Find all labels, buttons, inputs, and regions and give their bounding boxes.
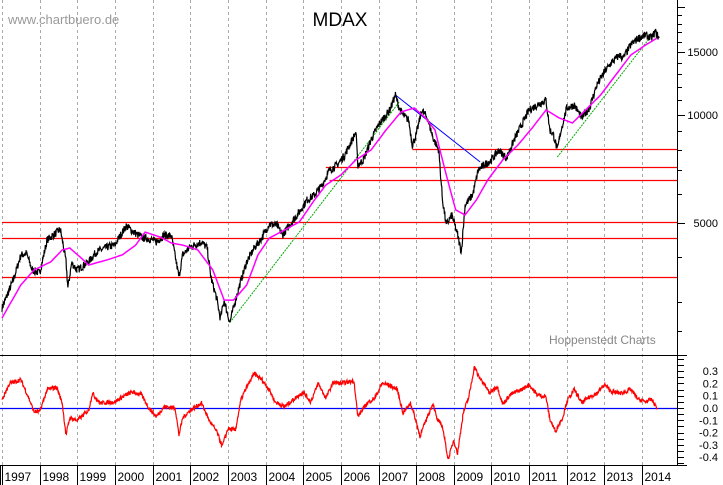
x-tick-label: 2008 <box>419 470 446 484</box>
x-tick-label: 2013 <box>607 470 634 484</box>
uptrend-trendline <box>556 37 650 158</box>
x-tick-label: 2004 <box>269 470 296 484</box>
x-tick-label: 2003 <box>231 470 258 484</box>
osc-tick-label: -0.4 <box>699 452 718 464</box>
osc-tick-label: 0.3 <box>703 366 718 378</box>
source-label: Hoppenstedt Charts <box>549 333 656 347</box>
chart-title: MDAX <box>313 10 368 31</box>
x-tick-label: 1999 <box>80 470 107 484</box>
moving-average-line <box>1 37 658 319</box>
x-tick-label: 2005 <box>306 470 333 484</box>
x-tick-label: 2002 <box>193 470 220 484</box>
year-grid <box>2 0 643 465</box>
x-tick-label: 2011 <box>532 470 558 484</box>
x-tick-label: 1998 <box>43 470 70 484</box>
osc-tick-label: -0.1 <box>699 415 718 427</box>
x-tick-label: 2009 <box>457 470 484 484</box>
x-tick-label: 2010 <box>494 470 521 484</box>
x-tick-label: 2006 <box>344 470 371 484</box>
osc-tick-label: 0.2 <box>703 378 718 390</box>
osc-tick-label: 0.0 <box>703 403 718 415</box>
x-tick-label: 2012 <box>570 470 597 484</box>
oscillator-line <box>1 365 658 460</box>
x-tick-label: 2001 <box>156 470 183 484</box>
y-tick-label: 10000 <box>687 110 718 122</box>
x-tick-label: 2007 <box>382 470 409 484</box>
support-resistance-lines <box>2 148 677 279</box>
y-tick-label: 5000 <box>694 218 718 230</box>
x-tick-label: 2000 <box>118 470 145 484</box>
watermark: www.chartbuero.de <box>7 12 119 27</box>
price-line <box>1 28 660 323</box>
series-layer <box>0 28 677 460</box>
downtrend-trendline <box>395 94 481 163</box>
x-tick-label: 1997 <box>5 470 32 484</box>
y-tick-label: 15000 <box>687 47 718 59</box>
osc-tick-label: -0.3 <box>699 440 718 452</box>
osc-tick-label: -0.2 <box>699 428 718 440</box>
x-tick-label: 2014 <box>645 470 672 484</box>
osc-tick-label: 0.1 <box>703 391 718 403</box>
